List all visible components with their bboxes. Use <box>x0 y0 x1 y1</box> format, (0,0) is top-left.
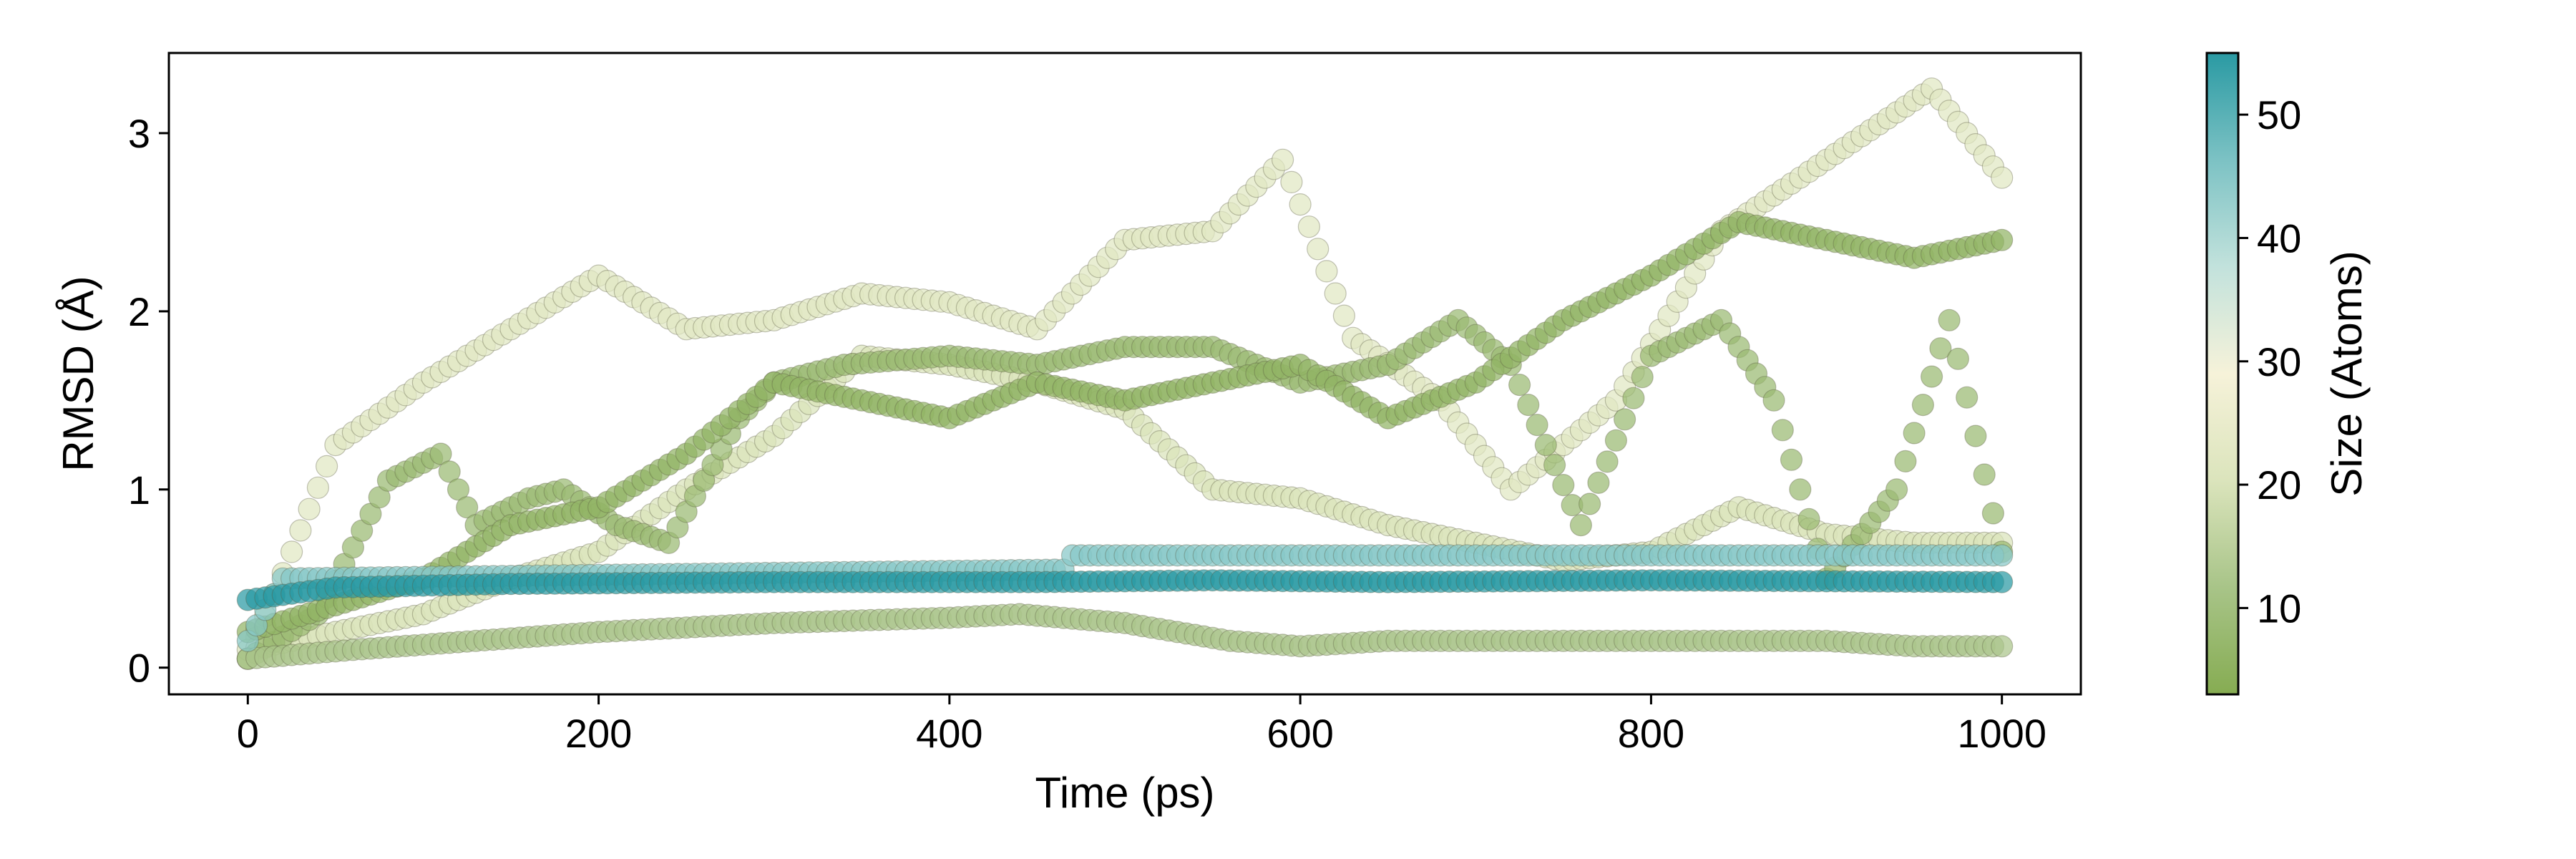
data-point <box>1973 463 1996 486</box>
series-7 <box>236 569 2014 611</box>
x-tick-label: 600 <box>1267 711 1333 756</box>
plot-frame <box>167 52 2082 696</box>
data-point <box>1780 448 1803 471</box>
x-tick-label: 200 <box>565 711 632 756</box>
colorbar <box>2205 52 2240 696</box>
series-4 <box>236 210 2014 644</box>
data-point <box>1991 635 2014 658</box>
data-point <box>1885 478 1908 501</box>
colorbar-tick-label: 50 <box>2257 92 2301 137</box>
x-tick-label: 400 <box>916 711 982 756</box>
data-point <box>1981 502 2004 525</box>
data-point <box>438 460 461 483</box>
data-point <box>1771 419 1794 442</box>
x-axis: 0 200 400 600 800 1000 <box>237 694 2046 756</box>
data-point <box>447 478 470 501</box>
data-point <box>298 498 321 520</box>
data-point <box>1991 166 2014 189</box>
data-point <box>1587 471 1610 495</box>
y-tick-label: 2 <box>128 289 150 334</box>
series-5 <box>236 603 2014 670</box>
data-point <box>1921 365 1943 388</box>
y-tick-label: 1 <box>128 467 150 513</box>
data-point <box>1956 386 1979 409</box>
data-point <box>306 476 329 499</box>
x-tick-label: 1000 <box>1957 711 2046 756</box>
data-point <box>1517 393 1540 417</box>
data-point <box>1297 215 1321 238</box>
data-point <box>1324 282 1347 305</box>
data-point <box>1307 238 1330 261</box>
data-point <box>1552 473 1575 497</box>
data-point <box>1964 424 1987 447</box>
data-point <box>1543 453 1566 477</box>
data-point <box>1991 544 2014 567</box>
data-point <box>1332 304 1356 327</box>
data-point <box>1508 373 1531 397</box>
colorbar-tick-label: 40 <box>2257 215 2301 261</box>
x-axis-label: Time (ps) <box>1035 769 1214 817</box>
data-point <box>1911 393 1934 417</box>
data-point <box>280 540 303 563</box>
data-point <box>1604 429 1627 452</box>
data-point <box>1903 422 1926 445</box>
data-point <box>1271 148 1294 171</box>
data-point <box>1289 193 1312 216</box>
x-tick-label: 800 <box>1618 711 1684 756</box>
data-point <box>1315 260 1338 283</box>
data-point <box>1579 492 1601 515</box>
data-point <box>1614 408 1636 431</box>
colorbar-label: Size (Atoms) <box>2323 251 2371 496</box>
data-point <box>1534 433 1557 457</box>
data-point <box>316 455 338 478</box>
y-axis: 0 1 2 3 <box>128 111 169 691</box>
series-1 <box>236 77 2014 670</box>
y-tick-label: 0 <box>128 646 150 691</box>
data-point <box>456 496 479 519</box>
data-point <box>1946 347 1969 370</box>
data-point <box>1929 337 1952 360</box>
data-point <box>1569 513 1592 537</box>
data-point <box>1596 450 1619 473</box>
data-point <box>1991 571 2014 593</box>
colorbar-tick-label: 30 <box>2257 339 2301 384</box>
data-point <box>1991 228 2014 251</box>
y-tick-label: 3 <box>128 111 150 156</box>
colorbar-tick-label: 10 <box>2257 586 2301 631</box>
data-point <box>1631 366 1654 389</box>
x-tick-label: 0 <box>237 711 259 756</box>
data-point <box>429 442 452 465</box>
data-point <box>1622 387 1645 409</box>
data-point <box>1894 450 1917 473</box>
data-point <box>289 519 312 542</box>
colorbar-tick-label: 20 <box>2257 462 2301 508</box>
data-point <box>1797 508 1820 530</box>
data-point <box>1280 170 1303 193</box>
scatter-points <box>236 77 2014 670</box>
data-point <box>1526 413 1548 437</box>
data-point <box>1762 389 1785 412</box>
data-point <box>1789 478 1812 501</box>
data-point <box>1938 309 1961 331</box>
y-axis-label: RMSD (Å) <box>54 276 102 471</box>
colorbar-ticks: 10 20 30 40 50 <box>2238 92 2301 631</box>
